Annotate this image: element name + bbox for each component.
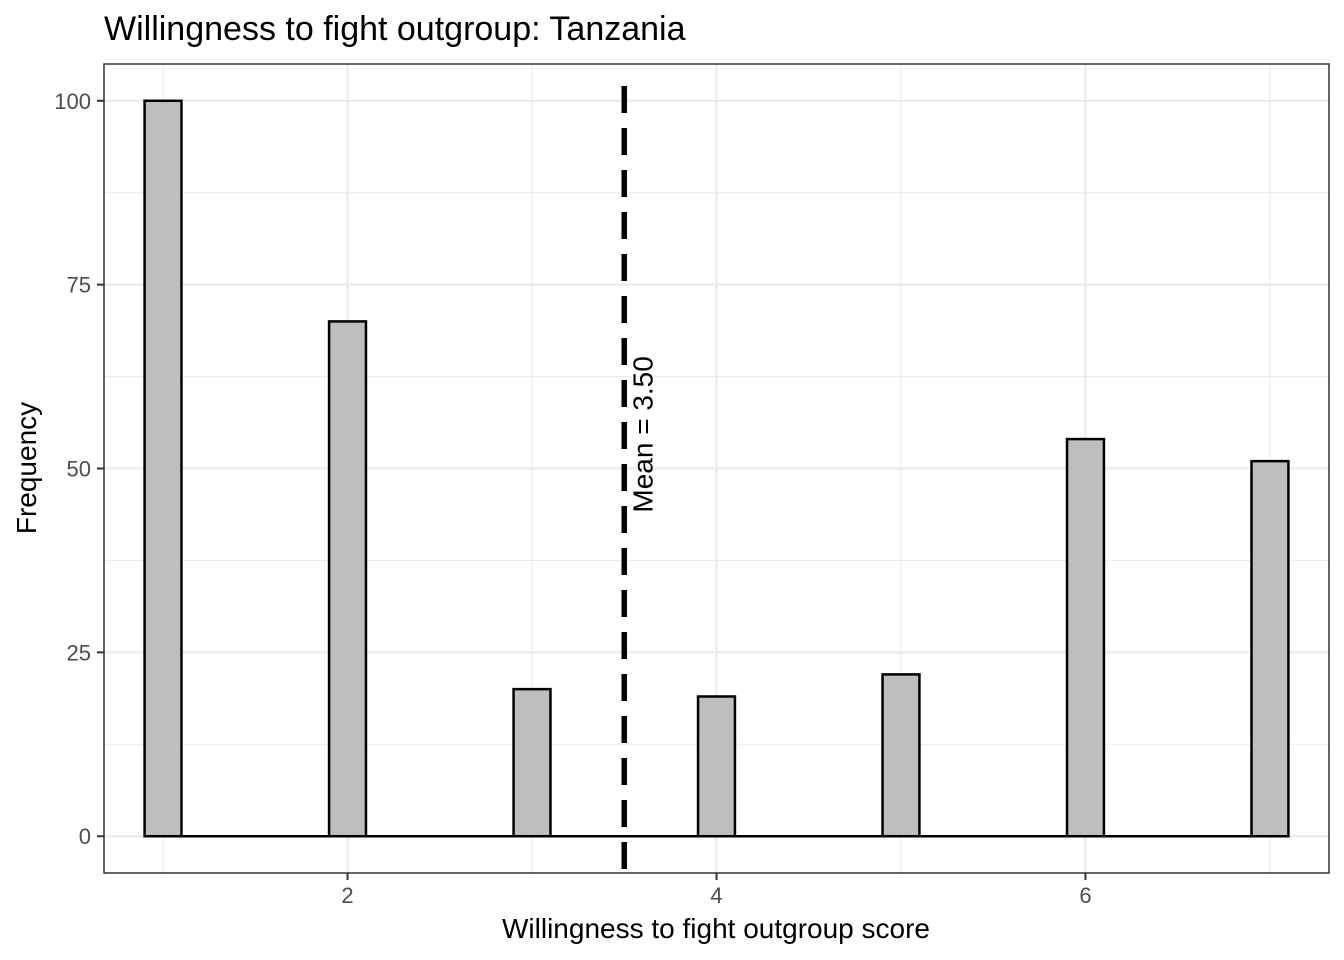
plot-panel: Mean = 3.50 [103, 63, 1330, 874]
y-tick-label: 50 [67, 457, 91, 482]
bar-score-4 [696, 695, 737, 838]
y-tick-label: 0 [79, 824, 91, 849]
x-axis-title: Willingness to fight outgroup score [502, 913, 930, 944]
mean-annotation: Mean = 3.50 [627, 356, 658, 512]
y-tick-label: 25 [67, 640, 91, 665]
x-tick-label: 6 [1079, 883, 1091, 908]
bar-score-6 [1065, 437, 1106, 838]
bar-score-2 [327, 320, 368, 838]
bar-score-3 [512, 687, 552, 838]
bar-score-5 [881, 673, 921, 838]
y-tick-label: 75 [67, 273, 91, 298]
x-tick-label: 2 [341, 883, 353, 908]
y-tick-label: 100 [54, 89, 91, 114]
x-axis: 2 4 6 [341, 873, 1092, 908]
bar-score-7 [1250, 459, 1290, 838]
chart-title: Willingness to fight outgroup: Tanzania [104, 10, 686, 48]
bar-score-1 [143, 99, 183, 838]
y-axis-title: Frequency [11, 402, 42, 534]
x-tick-label: 4 [710, 883, 722, 908]
y-axis: 0 25 50 75 100 [54, 89, 104, 849]
bars [143, 99, 1290, 838]
